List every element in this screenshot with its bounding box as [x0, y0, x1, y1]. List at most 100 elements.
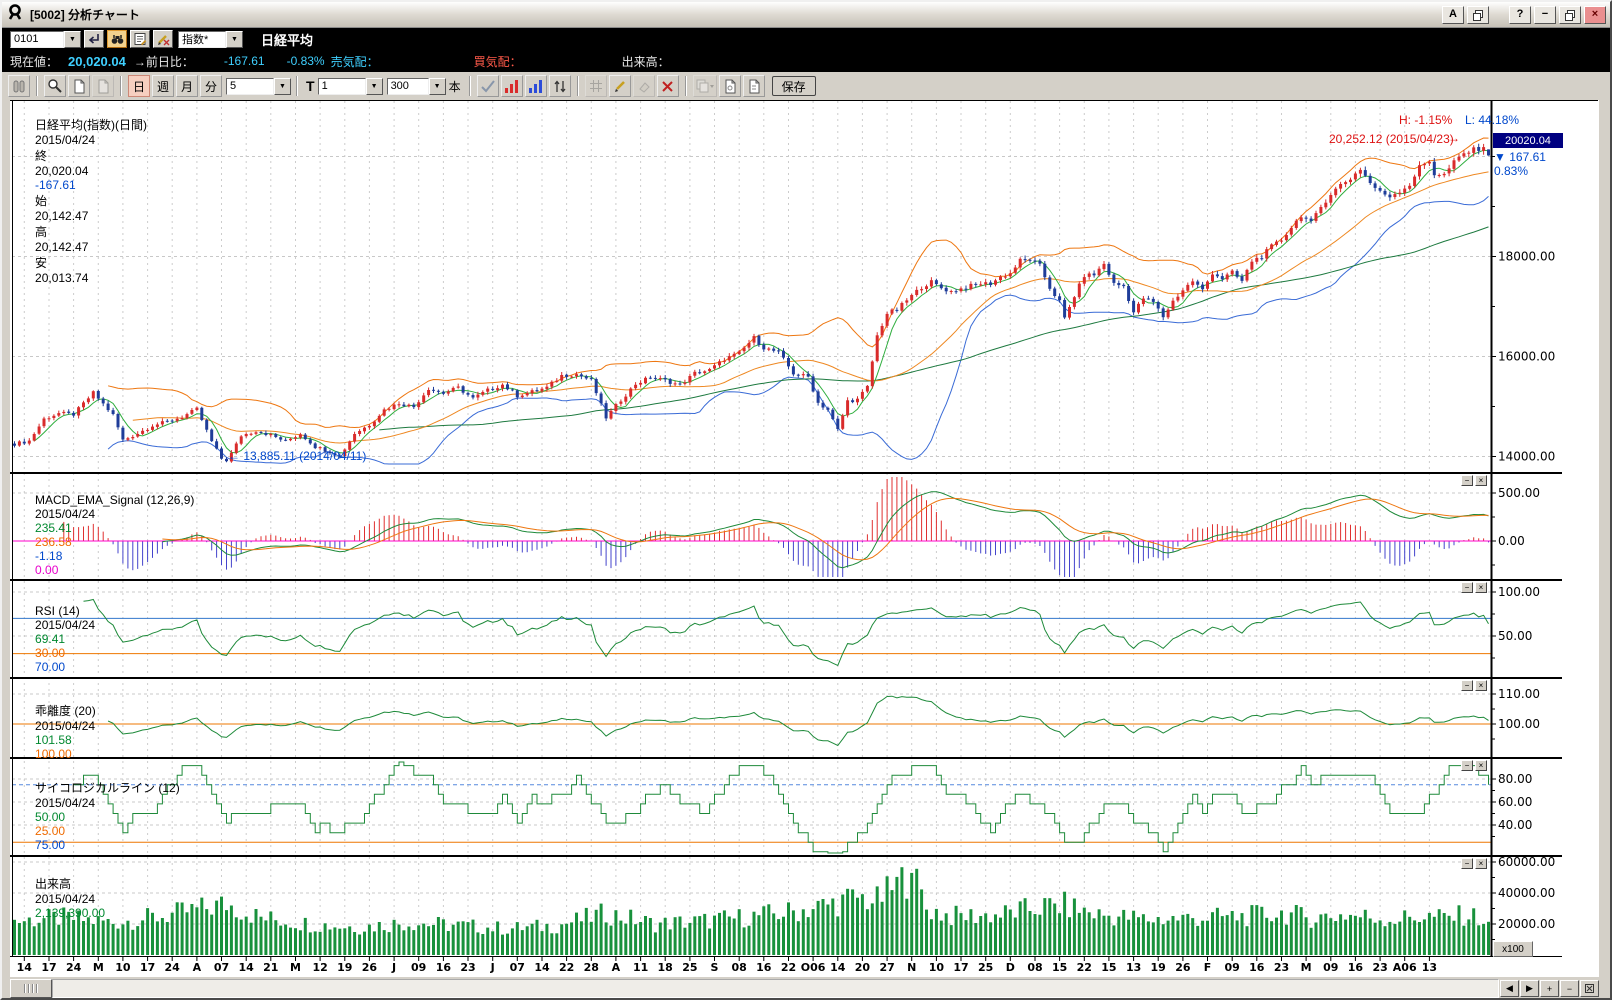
- new-page-button[interactable]: [68, 75, 90, 97]
- dropdown-arrow-icon[interactable]: ▼: [226, 30, 243, 48]
- rsi-date: 2015/04/24: [35, 618, 96, 632]
- dropdown-arrow-icon[interactable]: ▼: [274, 77, 291, 95]
- tick-combo[interactable]: 1 ▼: [317, 77, 383, 95]
- svg-text:08: 08: [732, 961, 747, 974]
- copy-style-button[interactable]: [692, 75, 717, 97]
- open-label: 始: [35, 194, 48, 208]
- copy-page-button[interactable]: [92, 75, 114, 97]
- zoom-out-button[interactable]: −: [1560, 980, 1579, 997]
- duplicate-icon: [1473, 9, 1483, 21]
- high-price-annotation: 20,252.12 (2015/04/23): [1329, 132, 1454, 146]
- pane-close-button[interactable]: ×: [1475, 475, 1487, 486]
- symbol-search-button[interactable]: [107, 30, 127, 48]
- svg-text:40000.00: 40000.00: [1498, 886, 1555, 900]
- deviation-date: 2015/04/24: [35, 719, 96, 733]
- high-arrow-icon: →: [1448, 131, 1460, 145]
- load-template-button[interactable]: [742, 75, 765, 97]
- draw-check-button[interactable]: [476, 75, 499, 97]
- close-value: 20,020.04: [35, 164, 89, 178]
- svg-text:21: 21: [263, 961, 278, 974]
- histogram-blue-button[interactable]: [524, 75, 547, 97]
- tick-field[interactable]: 1: [317, 77, 366, 95]
- psychological-pane-buttons: − ×: [1461, 760, 1487, 771]
- chart-canvas[interactable]: 18000.0016000.0014000.00500.000.00100.00…: [2, 100, 1612, 978]
- duplicate-window-button[interactable]: [1467, 5, 1489, 24]
- zero-value: 0.00: [35, 563, 59, 577]
- svg-text:100.00: 100.00: [1498, 585, 1540, 599]
- scrollbar-thumb[interactable]: [10, 979, 52, 998]
- zoom-button[interactable]: [44, 75, 66, 97]
- period-minute-button[interactable]: 分: [200, 75, 222, 97]
- osc-value: -1.18: [35, 549, 63, 563]
- pane-minimize-button[interactable]: −: [1461, 475, 1473, 486]
- minute-combo[interactable]: 5 ▼: [226, 77, 291, 95]
- svg-text:12: 12: [312, 961, 327, 974]
- dropdown-arrow-icon[interactable]: ▼: [64, 30, 81, 48]
- svg-text:17: 17: [140, 961, 155, 974]
- period-day-button[interactable]: 日: [128, 75, 150, 97]
- updown-arrows-button[interactable]: [548, 75, 571, 97]
- category-field[interactable]: 指数*: [178, 30, 226, 48]
- volume-pane-buttons: − ×: [1461, 858, 1487, 869]
- pane-close-button[interactable]: ×: [1475, 680, 1487, 691]
- grid-button[interactable]: [584, 75, 607, 97]
- font-button[interactable]: A: [1442, 5, 1464, 24]
- scroll-right-button[interactable]: ▶: [1520, 980, 1539, 997]
- save-template-button[interactable]: [718, 75, 741, 97]
- pane-close-button[interactable]: ×: [1475, 582, 1487, 593]
- pane-minimize-button[interactable]: −: [1461, 582, 1473, 593]
- pane-minimize-button[interactable]: −: [1461, 858, 1473, 869]
- eraser-button[interactable]: [632, 75, 655, 97]
- svg-text:19: 19: [1151, 961, 1166, 974]
- pane-close-button[interactable]: ×: [1475, 760, 1487, 771]
- svg-text:27: 27: [879, 961, 894, 974]
- enter-symbol-button[interactable]: [84, 30, 104, 48]
- ask-label: 売気配：: [330, 54, 379, 69]
- pane-minimize-button[interactable]: −: [1461, 680, 1473, 691]
- svg-text:50.00: 50.00: [1498, 629, 1532, 643]
- period-month-button[interactable]: 月: [176, 75, 198, 97]
- compare-button[interactable]: [8, 75, 30, 97]
- macd-pane-buttons: − ×: [1461, 475, 1487, 486]
- svg-text:07: 07: [214, 961, 229, 974]
- minute-field[interactable]: 5: [226, 77, 274, 95]
- pane-minimize-button[interactable]: −: [1461, 760, 1473, 771]
- svg-text:18: 18: [658, 961, 673, 974]
- histogram-red-button[interactable]: [500, 75, 523, 97]
- edit-list-button[interactable]: [130, 30, 150, 48]
- restore-icon: [1565, 9, 1575, 21]
- close-button[interactable]: ×: [1584, 5, 1606, 24]
- bars-combo[interactable]: 300 ▼: [386, 77, 446, 95]
- period-week-button[interactable]: 週: [152, 75, 174, 97]
- symbol-code-combo[interactable]: 0101 ▼: [10, 30, 81, 48]
- restore-button[interactable]: [1559, 5, 1581, 24]
- last-price-label: 現在値：: [10, 54, 59, 69]
- svg-text:25: 25: [682, 961, 697, 974]
- minimize-button[interactable]: −: [1534, 5, 1556, 24]
- svg-text:09: 09: [1323, 961, 1338, 974]
- scrollbar-track[interactable]: [52, 979, 1499, 998]
- svg-text:13: 13: [1126, 961, 1141, 974]
- dropdown-arrow-icon[interactable]: ▼: [365, 77, 383, 95]
- svg-text:O06: O06: [801, 961, 826, 974]
- svg-text:23: 23: [1274, 961, 1289, 974]
- category-combo[interactable]: 指数* ▼: [178, 30, 243, 48]
- svg-text:80.00: 80.00: [1498, 772, 1532, 786]
- scroll-close-button[interactable]: [1580, 980, 1599, 997]
- scroll-left-button[interactable]: ◀: [1500, 980, 1519, 997]
- help-button[interactable]: ?: [1509, 5, 1531, 24]
- dropdown-arrow-icon[interactable]: ▼: [428, 77, 446, 95]
- rsi-low-value: 30.00: [35, 646, 66, 660]
- svg-text:26: 26: [362, 961, 378, 974]
- delete-drawing-button[interactable]: [656, 75, 679, 97]
- clear-symbol-button[interactable]: [153, 30, 173, 48]
- pane-close-button[interactable]: ×: [1475, 858, 1487, 869]
- symbol-code-field[interactable]: 0101: [10, 30, 64, 48]
- zoom-in-button[interactable]: +: [1540, 980, 1559, 997]
- save-button[interactable]: 保存: [771, 76, 816, 96]
- pencil-button[interactable]: [608, 75, 631, 97]
- psychological-value: 50.00: [35, 810, 66, 824]
- svg-text:15: 15: [1052, 961, 1067, 974]
- bars-field[interactable]: 300: [386, 77, 429, 95]
